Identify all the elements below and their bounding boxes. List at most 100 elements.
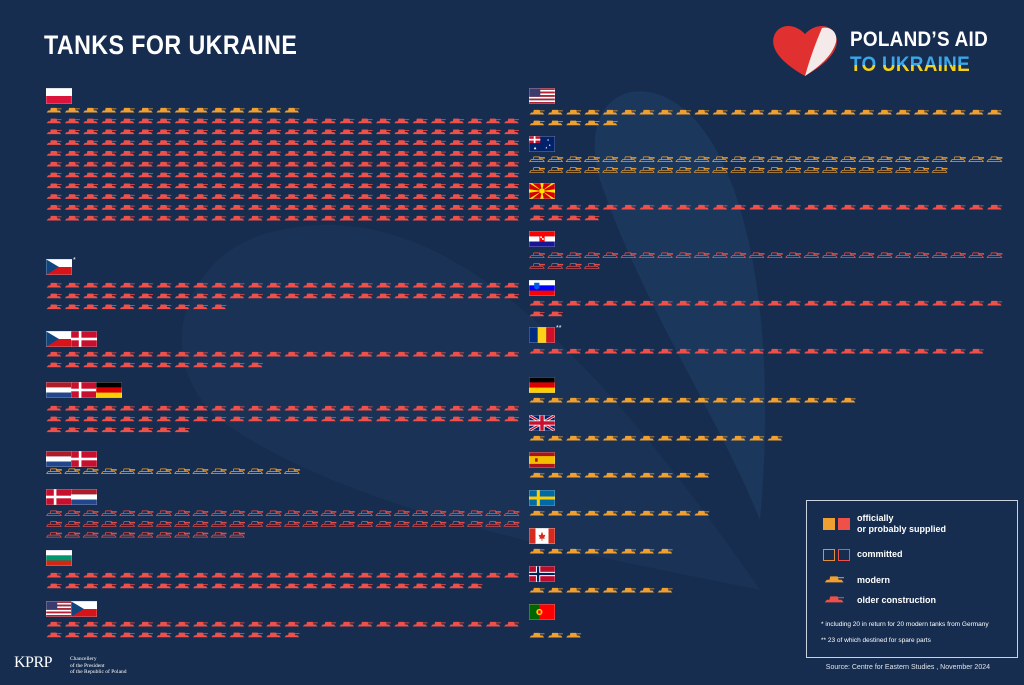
tank-modern-supplied bbox=[657, 548, 673, 554]
tank-older-supplied bbox=[156, 215, 172, 221]
tank-older-supplied bbox=[357, 572, 373, 578]
tank-older-committed bbox=[485, 521, 502, 527]
tank-older-supplied bbox=[895, 348, 911, 354]
tank-older-supplied bbox=[504, 351, 519, 357]
tank-older-supplied bbox=[357, 405, 373, 411]
flag-denmark-icon bbox=[71, 382, 97, 398]
tank-older-supplied bbox=[357, 351, 373, 357]
tank-older-supplied bbox=[119, 282, 135, 288]
tank-older-supplied bbox=[430, 282, 446, 288]
tank-older-supplied bbox=[785, 204, 801, 210]
tank-older-committed bbox=[430, 521, 447, 527]
tank-older-supplied bbox=[357, 282, 373, 288]
tank-older-supplied bbox=[504, 183, 519, 189]
tank-older-supplied bbox=[987, 300, 1002, 306]
tank-older-supplied bbox=[376, 351, 391, 357]
tank-older-committed bbox=[528, 252, 545, 258]
tank-older-supplied bbox=[321, 183, 336, 189]
tank-older-supplied bbox=[247, 416, 263, 422]
tank-older-supplied bbox=[547, 311, 563, 317]
tank-older-supplied bbox=[101, 362, 117, 368]
tank-modern-committed bbox=[931, 156, 948, 162]
tank-older-supplied bbox=[193, 205, 208, 210]
tank-modern-committed bbox=[82, 468, 99, 474]
tank-older-supplied bbox=[767, 348, 783, 354]
tank-older-committed bbox=[283, 510, 300, 516]
tank-modern-committed bbox=[858, 167, 875, 173]
tank-older-supplied bbox=[156, 205, 172, 210]
tank-modern-supplied bbox=[913, 109, 929, 115]
tank-modern-committed bbox=[748, 167, 765, 173]
tank-older-committed bbox=[192, 532, 209, 538]
tank-older-supplied bbox=[357, 129, 373, 135]
tank-older-supplied bbox=[339, 293, 355, 299]
tank-older-supplied bbox=[83, 183, 99, 189]
tank-older-supplied bbox=[895, 300, 911, 306]
tank-older-supplied bbox=[968, 300, 984, 306]
tank-older-committed bbox=[803, 252, 820, 258]
tank-modern-committed bbox=[192, 468, 209, 474]
tank-older-supplied bbox=[621, 300, 636, 306]
tank-older-supplied bbox=[83, 140, 99, 145]
tank-older-supplied bbox=[211, 416, 227, 422]
tank-older-supplied bbox=[193, 215, 208, 221]
tank-older-supplied bbox=[101, 215, 117, 221]
tank-older-supplied bbox=[174, 632, 190, 638]
tank-older-supplied bbox=[694, 204, 710, 210]
tank-older-committed bbox=[730, 252, 747, 258]
tank-modern-supplied bbox=[119, 107, 135, 113]
tank-older-supplied bbox=[266, 151, 282, 156]
tank-older-committed bbox=[448, 521, 465, 527]
tank-older-supplied bbox=[504, 118, 519, 124]
tank-older-supplied bbox=[749, 348, 765, 354]
tank-older-supplied bbox=[138, 215, 153, 221]
tank-older-supplied bbox=[138, 118, 153, 124]
kprp-sub3: of the Republic of Poland bbox=[70, 669, 127, 675]
tank-older-supplied bbox=[211, 293, 227, 299]
tank-older-supplied bbox=[932, 348, 948, 354]
tank-modern-supplied bbox=[584, 109, 600, 115]
tank-older-supplied bbox=[266, 118, 282, 124]
tank-older-supplied bbox=[357, 583, 373, 589]
kprp-sub1: Chancellery bbox=[70, 656, 97, 662]
tank-older-supplied bbox=[529, 311, 545, 317]
tank-older-committed bbox=[858, 252, 875, 258]
tank-older-supplied bbox=[412, 416, 428, 422]
tank-older-committed bbox=[466, 521, 483, 527]
tank-older-supplied bbox=[339, 151, 355, 156]
tank-older-committed bbox=[657, 252, 673, 258]
tank-modern-committed bbox=[785, 156, 802, 162]
tank-older-supplied bbox=[174, 129, 190, 135]
tank-modern-committed bbox=[565, 167, 582, 173]
tank-older-committed bbox=[82, 532, 99, 538]
tank-older-committed bbox=[137, 521, 154, 527]
tank-older-supplied bbox=[877, 300, 893, 306]
tank-older-supplied bbox=[211, 405, 227, 411]
tank-older-supplied bbox=[119, 304, 135, 310]
tank-modern-supplied bbox=[547, 472, 563, 478]
tank-older-supplied bbox=[987, 204, 1002, 210]
tank-modern-supplied bbox=[621, 587, 636, 593]
flag-portugal-icon bbox=[529, 604, 555, 620]
tank-older-supplied bbox=[229, 129, 245, 135]
tank-modern-supplied bbox=[602, 587, 618, 593]
tank-older-supplied bbox=[101, 293, 117, 299]
tank-older-supplied bbox=[529, 215, 545, 221]
tank-modern-supplied bbox=[859, 109, 874, 115]
tank-modern-committed bbox=[693, 167, 710, 173]
tank-modern-supplied bbox=[547, 435, 563, 441]
tank-older-supplied bbox=[412, 351, 428, 357]
tank-modern-supplied bbox=[547, 120, 563, 126]
tank-older-supplied bbox=[156, 172, 172, 178]
tank-older-supplied bbox=[156, 621, 172, 627]
tank-modern-supplied bbox=[639, 472, 655, 478]
tank-older-supplied bbox=[101, 118, 117, 124]
tank-older-supplied bbox=[339, 129, 355, 135]
tank-older-committed bbox=[119, 521, 136, 527]
tank-older-supplied bbox=[394, 282, 410, 288]
tank-older-supplied bbox=[339, 572, 355, 578]
tank-older-supplied bbox=[467, 205, 483, 210]
tank-older-supplied bbox=[376, 194, 391, 199]
tank-older-supplied bbox=[339, 172, 355, 178]
tank-older-supplied bbox=[547, 300, 563, 306]
